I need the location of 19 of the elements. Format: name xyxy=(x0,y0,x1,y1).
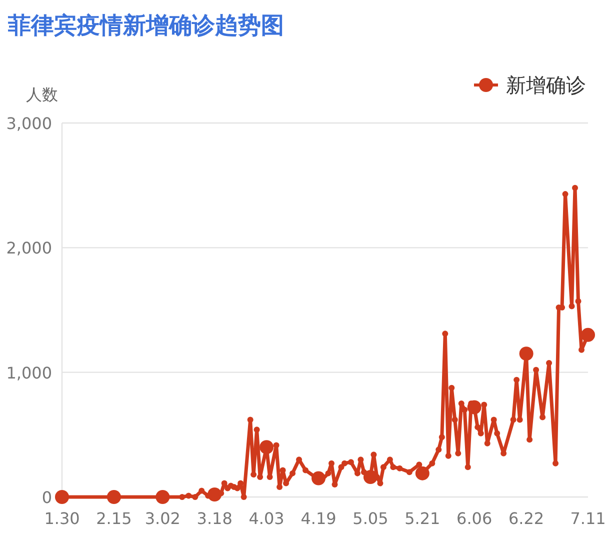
x-tick-label: 6.22 xyxy=(508,509,544,528)
x-tick-label: 5.21 xyxy=(404,509,440,528)
x-tick-label: 3.18 xyxy=(196,509,232,528)
legend-label: 新增确诊 xyxy=(506,73,586,97)
x-tick-label: 1.30 xyxy=(44,509,80,528)
chart-title: 菲律宾疫情新增确诊趋势图 xyxy=(7,12,284,39)
y-tick-label: 1,000 xyxy=(6,363,52,382)
legend: 新增确诊 xyxy=(474,73,586,97)
x-tick-label: 3.02 xyxy=(144,509,180,528)
y-tick-label: 2,000 xyxy=(6,238,52,258)
x-tick-label: 4.19 xyxy=(300,509,336,528)
y-axis-title: 人数 xyxy=(26,85,58,104)
x-tick-label: 5.05 xyxy=(352,509,388,528)
y-tick-label: 0 xyxy=(42,488,52,507)
x-tick-label: 7.11 xyxy=(570,509,606,528)
x-tick-label: 2.15 xyxy=(96,509,132,528)
y-tick-label: 3,000 xyxy=(6,114,52,133)
x-tick-label: 4.03 xyxy=(248,509,284,528)
x-tick-label: 6.06 xyxy=(456,509,492,528)
